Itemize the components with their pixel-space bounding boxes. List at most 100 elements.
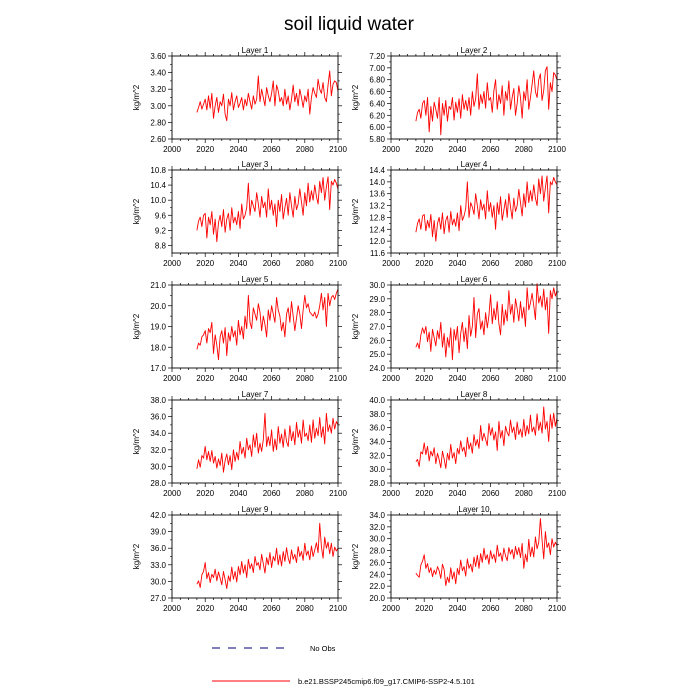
x-tick-label: 2080 [296, 604, 314, 613]
x-tick-label: 2040 [230, 259, 248, 268]
panel-title: Layer 8 [461, 390, 488, 399]
panel-title: Layer 7 [242, 390, 269, 399]
x-tick-label: 2100 [329, 604, 347, 613]
x-tick-label: 2060 [482, 374, 500, 383]
y-tick-label: 13.6 [369, 190, 385, 199]
y-tick-label: 7.20 [369, 52, 385, 61]
y-tick-label: 2.60 [150, 135, 166, 144]
plot-frame [171, 55, 339, 140]
x-tick-label: 2020 [415, 145, 433, 154]
y-tick-label: 42.0 [150, 511, 166, 520]
y-tick-label: 21.0 [150, 281, 166, 290]
y-axis-label: kg/m^2 [132, 84, 141, 110]
x-tick-label: 2040 [230, 489, 248, 498]
panel-3: Layer 3 2000 2020 2040 2060 2080 2100 8.8 9.2 9.6… [132, 160, 347, 268]
x-tick-label: 2060 [263, 145, 281, 154]
x-tick-label: 2060 [263, 259, 281, 268]
y-tick-label: 3.00 [150, 102, 166, 111]
panel-title: Layer 5 [242, 275, 269, 284]
y-tick-label: 18.0 [150, 343, 166, 352]
x-tick-label: 2060 [482, 604, 500, 613]
series-line [196, 412, 339, 473]
y-tick-label: 29.0 [369, 295, 385, 304]
y-axis-label: kg/m^2 [351, 313, 360, 339]
x-tick-label: 2000 [382, 145, 400, 154]
x-tick-label: 2060 [482, 145, 500, 154]
panel-9: Layer 9 2000 2020 2040 2060 2080 2100 27.0 30.0 3… [132, 505, 347, 613]
x-tick-label: 2000 [163, 374, 181, 383]
panels-group: Layer 1 2000 2020 2040 2060 2080 2100 2.60 2.80 3… [132, 46, 566, 613]
y-tick-label: 30.0 [369, 465, 385, 474]
x-tick-label: 2040 [449, 374, 467, 383]
panel-4: Layer 4 2000 2020 2040 2060 2080 2100 11.6 12.0 1… [351, 160, 566, 268]
series-line [196, 288, 339, 361]
x-tick-label: 2060 [482, 259, 500, 268]
y-tick-label: 28.0 [369, 479, 385, 488]
x-tick-label: 2080 [515, 259, 533, 268]
x-tick-label: 2040 [230, 604, 248, 613]
y-tick-label: 13.2 [369, 202, 385, 211]
y-axis-label: kg/m^2 [132, 543, 141, 569]
panel-title: Layer 10 [458, 505, 490, 514]
x-tick-label: 2060 [263, 604, 281, 613]
y-tick-label: 32.0 [369, 451, 385, 460]
x-tick-label: 2100 [329, 374, 347, 383]
plot-frame [390, 514, 558, 599]
panel-1: Layer 1 2000 2020 2040 2060 2080 2100 2.60 2.80 3… [132, 46, 347, 154]
x-tick-label: 2100 [548, 145, 566, 154]
y-tick-label: 34.0 [150, 429, 166, 438]
y-tick-label: 36.0 [150, 413, 166, 422]
plot-frame [390, 55, 558, 140]
y-tick-label: 10.4 [150, 181, 166, 190]
x-tick-label: 2000 [163, 489, 181, 498]
y-tick-label: 24.0 [369, 570, 385, 579]
series-line [415, 66, 558, 136]
y-tick-label: 20.0 [150, 302, 166, 311]
y-tick-label: 38.0 [150, 396, 166, 405]
y-tick-label: 39.0 [150, 528, 166, 537]
y-tick-label: 10.0 [150, 196, 166, 205]
y-tick-label: 2.80 [150, 118, 166, 127]
y-tick-label: 6.40 [369, 99, 385, 108]
y-tick-label: 36.0 [150, 544, 166, 553]
y-axis-label: kg/m^2 [132, 198, 141, 224]
x-tick-label: 2020 [196, 259, 214, 268]
y-tick-label: 30.0 [150, 462, 166, 471]
y-tick-label: 32.0 [150, 446, 166, 455]
y-axis-label: kg/m^2 [351, 198, 360, 224]
series-line [196, 176, 339, 243]
y-axis-label: kg/m^2 [351, 428, 360, 454]
y-tick-label: 10.8 [150, 166, 166, 175]
plot-frame [390, 399, 558, 484]
x-tick-label: 2020 [415, 489, 433, 498]
y-tick-label: 28.0 [369, 309, 385, 318]
x-tick-label: 2020 [196, 145, 214, 154]
y-tick-label: 19.0 [150, 323, 166, 332]
series-line [196, 70, 339, 122]
x-tick-label: 2000 [382, 604, 400, 613]
x-tick-label: 2060 [263, 374, 281, 383]
x-tick-label: 2040 [449, 145, 467, 154]
x-tick-label: 2060 [263, 489, 281, 498]
y-tick-label: 12.8 [369, 213, 385, 222]
panel-title: Layer 6 [461, 275, 488, 284]
y-tick-label: 14.4 [369, 166, 385, 175]
x-tick-label: 2020 [415, 604, 433, 613]
y-tick-label: 27.0 [369, 323, 385, 332]
series-line [415, 175, 558, 242]
x-tick-label: 2100 [329, 489, 347, 498]
series-line [415, 406, 558, 469]
y-axis-label: kg/m^2 [132, 313, 141, 339]
panel-8: Layer 8 2000 2020 2040 2060 2080 2100 28.0 30.0 3… [351, 390, 566, 498]
y-tick-label: 30.0 [369, 535, 385, 544]
x-tick-label: 2080 [296, 145, 314, 154]
x-tick-label: 2020 [196, 374, 214, 383]
plot-frame [171, 399, 339, 484]
x-tick-label: 2000 [163, 145, 181, 154]
panel-title: Layer 9 [242, 505, 269, 514]
x-tick-label: 2080 [515, 374, 533, 383]
x-tick-label: 2100 [548, 604, 566, 613]
legend-obs-label: No Obs [310, 644, 336, 653]
legend: No Obs b.e21.BSSP245cmip6.f09_g17.CMIP6-… [212, 644, 475, 686]
y-tick-label: 30.0 [150, 577, 166, 586]
